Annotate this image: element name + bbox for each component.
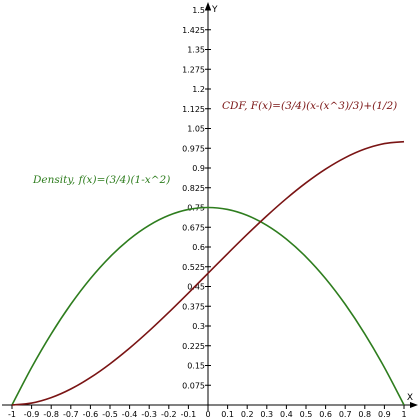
x-tick-label: 0.9 — [378, 410, 391, 419]
y-tick-label: 1.125 — [182, 105, 205, 114]
cdf-label: CDF, F(x)=(3/4)(x-(x^3)/3)+(1/2) — [222, 100, 397, 112]
x-tick-label: 0.4 — [280, 410, 293, 419]
x-ticks: -1 -0.9 -0.8 -0.7 -0.6 -0.5 -0.4 -0.3 -0.2 -0.1 0 0… — [8, 405, 407, 419]
x-tick-label: -0.9 — [24, 410, 40, 419]
x-axis-arrow — [410, 402, 418, 408]
x-tick-label: 0.8 — [358, 410, 371, 419]
y-tick-label: 1.275 — [182, 65, 205, 74]
x-tick-label: 0.5 — [300, 410, 313, 419]
y-tick-label: 0.3 — [192, 322, 205, 331]
y-tick-label: 0.15 — [187, 362, 205, 371]
x-tick-label: -0.6 — [83, 410, 99, 419]
y-tick-label: 1.425 — [182, 26, 205, 35]
y-tick-label: 0.225 — [182, 342, 205, 351]
axes: X Y — [2, 2, 418, 411]
y-tick-label: 0.9 — [192, 164, 205, 173]
density-label: Density, f(x)=(3/4)(1-x^2) — [32, 174, 170, 186]
y-tick-label: 0.975 — [182, 144, 205, 153]
x-tick-label: 0.3 — [260, 410, 273, 419]
x-tick-label: 0.7 — [339, 410, 352, 419]
x-tick-label: -0.3 — [141, 410, 157, 419]
x-tick-label: -0.7 — [63, 410, 79, 419]
cdf-curve — [11, 140, 405, 406]
y-tick-label: 1.5 — [192, 6, 205, 15]
x-tick-label: 0 — [205, 410, 210, 419]
curves — [11, 140, 405, 406]
y-ticks: 0.075 0.15 0.225 0.3 0.375 0.45 0.525 0.6 0.675 0… — [182, 6, 211, 390]
x-tick-label: -0.8 — [43, 410, 59, 419]
y-tick-label: 0.525 — [182, 263, 205, 272]
x-tick-label: 1 — [401, 410, 406, 419]
y-tick-label: 1.2 — [192, 85, 205, 94]
y-tick-label: 0.6 — [192, 243, 205, 252]
y-tick-label: 0.375 — [182, 302, 205, 311]
density-curve — [11, 206, 405, 406]
y-axis-arrow — [205, 2, 211, 10]
x-tick-label: -0.4 — [122, 410, 138, 419]
x-tick-label: 0.6 — [319, 410, 332, 419]
x-tick-label: -0.1 — [181, 410, 197, 419]
y-axis-label: Y — [211, 5, 218, 15]
y-tick-label: 0.45 — [187, 283, 205, 292]
x-tick-label: -0.2 — [161, 410, 177, 419]
y-tick-label: 1.05 — [187, 125, 205, 134]
x-tick-label: 0.1 — [221, 410, 234, 419]
x-tick-label: 0.2 — [241, 410, 254, 419]
y-tick-label: 0.075 — [182, 381, 205, 390]
y-tick-label: 0.825 — [182, 184, 205, 193]
y-tick-label: 1.35 — [187, 46, 205, 55]
y-tick-label: 0.675 — [182, 223, 205, 232]
x-tick-label: -0.5 — [102, 410, 118, 419]
x-axis-label: X — [407, 393, 413, 403]
x-tick-label: -1 — [8, 410, 16, 419]
